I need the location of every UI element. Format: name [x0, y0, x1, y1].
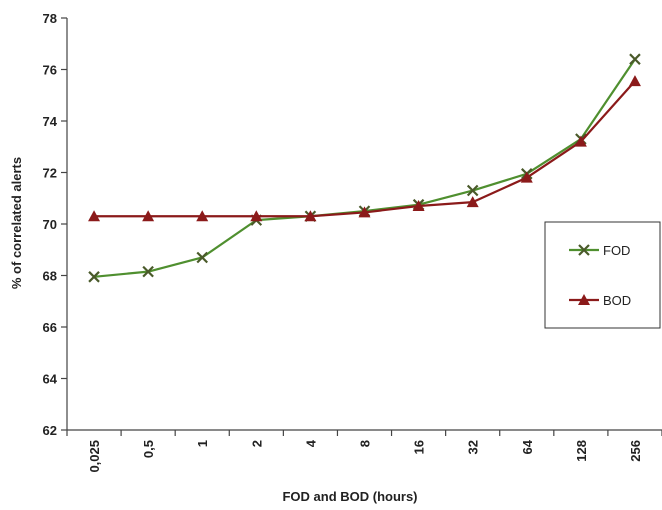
y-tick-label: 76 [43, 63, 57, 78]
y-axis-ticks: 62 64 66 68 70 72 74 76 78 [43, 11, 67, 438]
y-tick-label: 72 [43, 166, 57, 181]
series-bod [88, 75, 641, 222]
data-point [250, 210, 263, 222]
data-point [88, 210, 101, 222]
data-point [629, 53, 641, 65]
y-tick-label: 78 [43, 11, 57, 26]
data-point [196, 210, 209, 222]
x-tick-label: 256 [628, 440, 643, 462]
x-tick-label: 2 [249, 440, 264, 447]
data-point [142, 265, 154, 278]
data-point [142, 210, 155, 222]
data-point [628, 75, 641, 87]
legend-label-bod: BOD [603, 293, 631, 308]
x-tick-label: 32 [466, 440, 481, 454]
data-point [412, 199, 425, 211]
legend-label-fod: FOD [603, 243, 630, 258]
x-tick-label: 128 [574, 440, 589, 462]
data-point [304, 210, 317, 222]
data-point [520, 171, 533, 183]
data-point [358, 206, 371, 218]
data-point [466, 184, 479, 197]
legend-item-fod: FOD [569, 243, 630, 258]
legend: FOD BOD [544, 221, 661, 329]
x-axis-title: FOD and BOD (hours) [282, 489, 417, 504]
data-point [196, 251, 209, 264]
y-tick-label: 70 [43, 217, 57, 232]
y-tick-label: 68 [43, 269, 57, 284]
y-tick-label: 64 [43, 372, 58, 387]
legend-box [544, 221, 661, 329]
x-tick-label: 16 [412, 440, 427, 454]
y-axis-title: % of correlated alerts [9, 157, 24, 289]
data-point [88, 271, 100, 283]
y-tick-label: 74 [43, 114, 58, 129]
data-point [466, 196, 479, 208]
x-tick-label: 0,025 [87, 440, 102, 473]
series-line [94, 80, 636, 218]
x-tick-label: 4 [303, 439, 318, 447]
x-tick-label: 1 [195, 440, 210, 447]
series-layer [88, 53, 641, 283]
y-tick-label: 62 [43, 423, 57, 438]
x-axis-ticks: 0,025 0,5 1 2 4 8 16 32 64 128 256 [66, 430, 662, 473]
legend-triangle-marker-icon [578, 294, 590, 305]
y-tick-label: 66 [43, 320, 57, 335]
legend-x-marker-icon [578, 244, 590, 256]
x-tick-label: 8 [358, 440, 373, 447]
x-tick-label: 0,5 [141, 440, 156, 458]
x-tick-label: 64 [520, 439, 535, 454]
legend-item-bod: BOD [569, 293, 631, 308]
data-point [574, 135, 587, 147]
